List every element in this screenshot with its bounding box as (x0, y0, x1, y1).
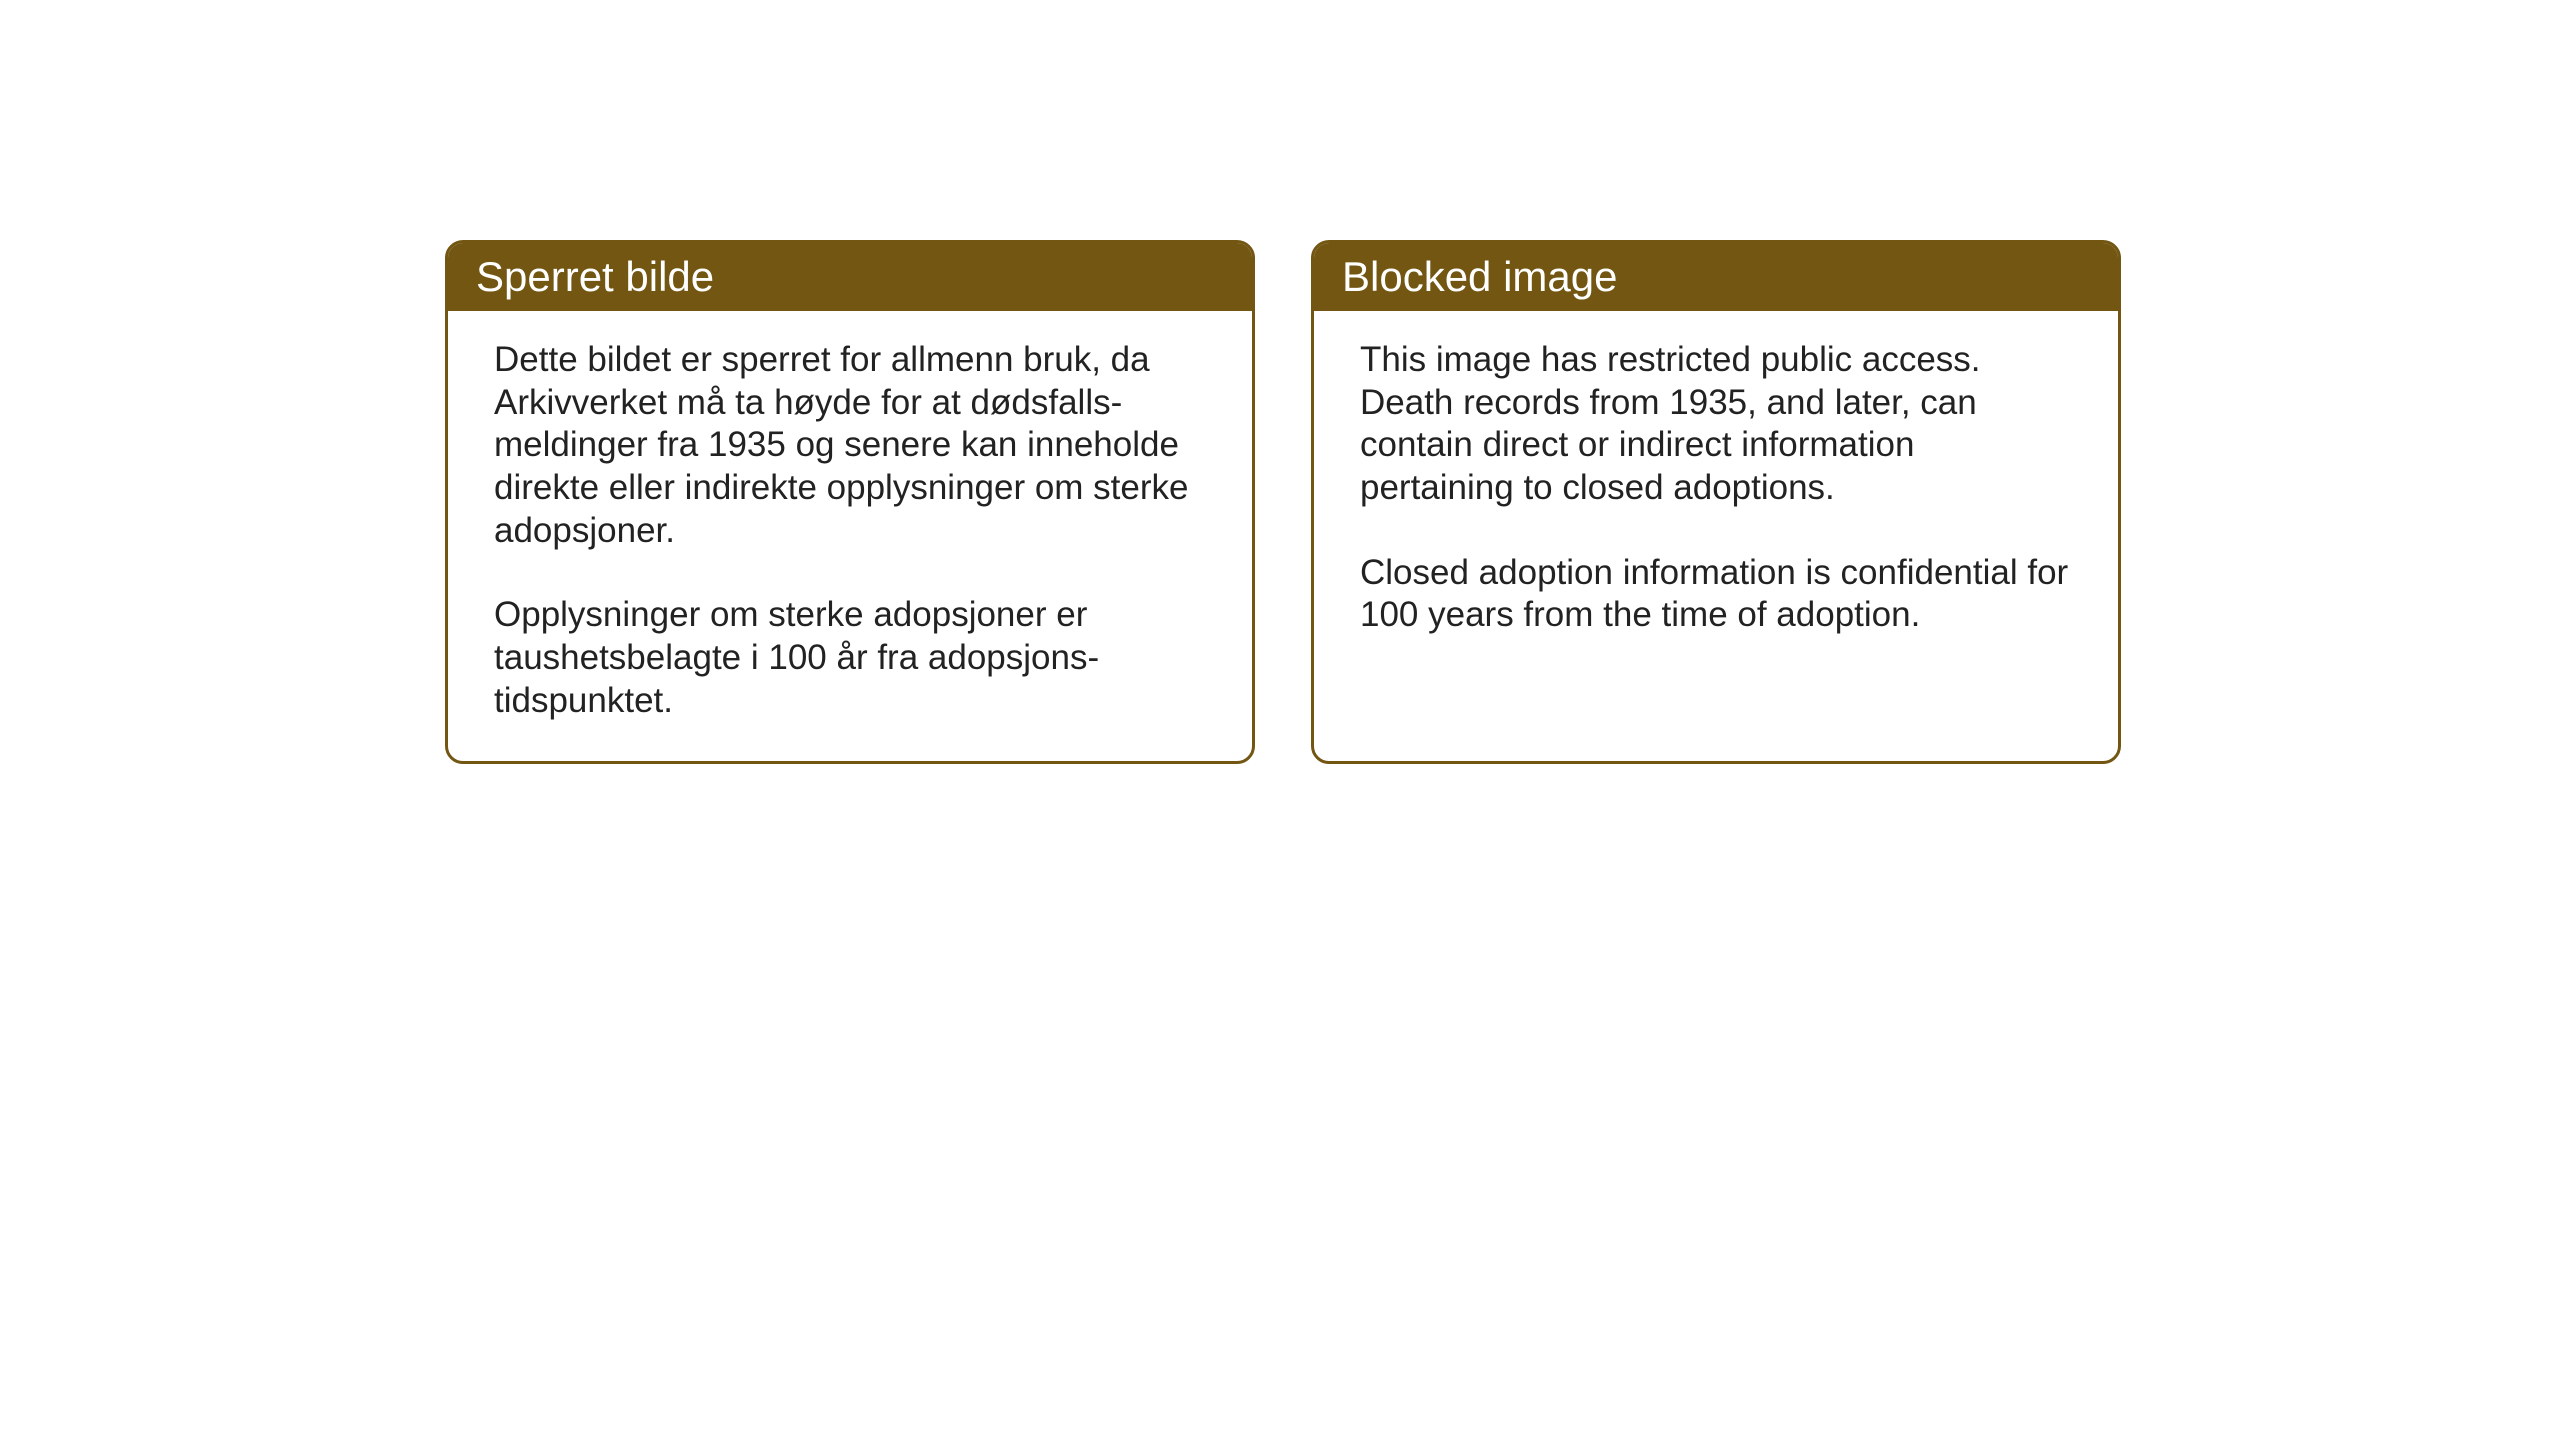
card-body-norwegian: Dette bildet er sperret for allmenn bruk… (448, 311, 1252, 761)
card-norwegian: Sperret bilde Dette bildet er sperret fo… (445, 240, 1255, 764)
card-para2-english: Closed adoption information is confident… (1360, 552, 2072, 637)
card-title-english: Blocked image (1342, 253, 1617, 300)
card-header-english: Blocked image (1314, 243, 2118, 311)
card-english: Blocked image This image has restricted … (1311, 240, 2121, 764)
card-title-norwegian: Sperret bilde (476, 253, 714, 300)
card-para2-norwegian: Opplysninger om sterke adopsjoner er tau… (494, 594, 1206, 722)
card-para1-norwegian: Dette bildet er sperret for allmenn bruk… (494, 339, 1206, 552)
card-para1-english: This image has restricted public access.… (1360, 339, 2072, 510)
card-body-english: This image has restricted public access.… (1314, 311, 2118, 751)
card-header-norwegian: Sperret bilde (448, 243, 1252, 311)
cards-container: Sperret bilde Dette bildet er sperret fo… (445, 240, 2121, 764)
